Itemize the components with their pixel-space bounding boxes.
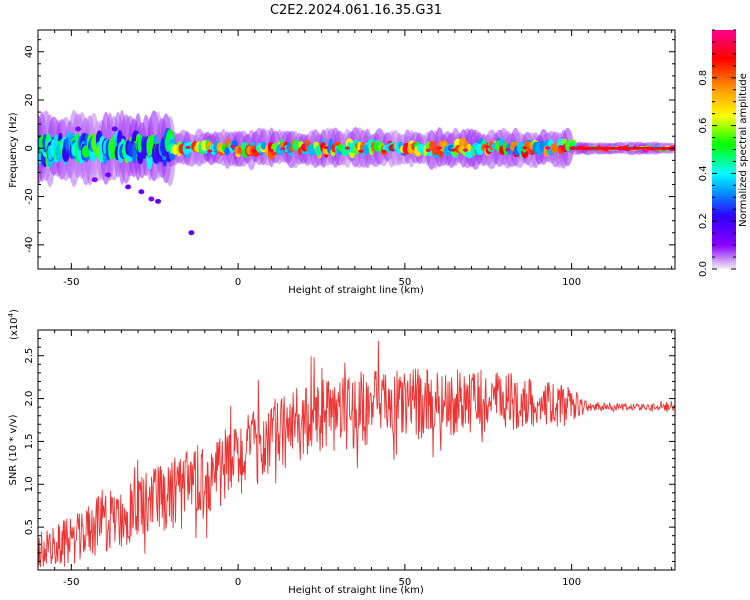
x-tick-label: -50 bbox=[63, 277, 79, 288]
heat-cell bbox=[344, 146, 350, 150]
heat-cell bbox=[402, 145, 408, 149]
heat-scatter-point bbox=[75, 126, 82, 132]
heat-cell bbox=[260, 141, 266, 150]
heat-cell bbox=[545, 146, 551, 150]
spectrogram-xlabel: Height of straight line (km) bbox=[288, 285, 424, 296]
x-tick-label: 100 bbox=[562, 277, 581, 288]
heat-cell bbox=[358, 149, 364, 153]
x-tick-label: 0 bbox=[235, 577, 241, 588]
snr-frame bbox=[37, 329, 676, 571]
snr-scale-exponent: 4 bbox=[7, 312, 15, 317]
snr-panel: -50 0 50 100 0.5 1.0 1.5 2.0 2.5 Height of strai… bbox=[7, 309, 676, 596]
snr-series-line bbox=[38, 340, 675, 568]
heat-cell bbox=[484, 145, 490, 149]
heat-cell bbox=[425, 148, 431, 152]
heat-scatter-point bbox=[138, 189, 145, 195]
x-tick-label: 100 bbox=[562, 577, 581, 588]
heat-cell bbox=[462, 148, 468, 152]
y-tick-label: 2.5 bbox=[24, 348, 35, 364]
spectrogram-ticks: -50 0 50 100 -40 -20 0 20 40 bbox=[24, 30, 675, 288]
colorbar: 0.0 0.2 0.4 0.6 0.8 Normalized spectral ampl… bbox=[698, 29, 749, 277]
y-tick-label: 0 bbox=[24, 145, 35, 151]
chart-title: C2E2.2024.061.16.35.G31 bbox=[270, 3, 442, 18]
heat-cell bbox=[323, 145, 329, 149]
heat-cell bbox=[268, 148, 274, 153]
heat-cell bbox=[224, 147, 230, 156]
colorbar-tick-label: 0.8 bbox=[698, 70, 709, 86]
heat-scatter-point bbox=[155, 198, 162, 204]
heat-cell bbox=[522, 146, 528, 150]
heat-scatter-point bbox=[125, 184, 132, 190]
heat-cell bbox=[230, 144, 236, 149]
heat-cell bbox=[437, 146, 443, 150]
y-tick-label: 2.0 bbox=[24, 391, 35, 407]
colorbar-tick-label: 0.4 bbox=[698, 165, 709, 181]
heat-cell bbox=[137, 134, 143, 153]
snr-xlabel: Height of straight line (km) bbox=[288, 585, 424, 596]
heat-cell bbox=[315, 145, 322, 156]
heat-cell bbox=[450, 148, 456, 152]
heat-scatter-point bbox=[148, 196, 155, 202]
snr-ylabel: SNR (10 * v/v) bbox=[8, 414, 19, 485]
y-tick-label: -20 bbox=[24, 188, 35, 204]
snr-scale-base: (x10 bbox=[9, 317, 20, 340]
heat-cell bbox=[571, 146, 675, 150]
colorbar-label: Normalized spectral amplitude bbox=[738, 73, 749, 227]
heat-scatter-point bbox=[111, 126, 118, 132]
heat-cell bbox=[300, 145, 306, 149]
heat-cell bbox=[505, 147, 511, 152]
snr-scale-close: ) bbox=[9, 309, 20, 313]
heat-cell bbox=[185, 145, 191, 149]
y-tick-label: 0.5 bbox=[24, 519, 35, 535]
heat-cell bbox=[381, 149, 387, 153]
y-tick-label: -40 bbox=[24, 237, 35, 253]
heat-cell bbox=[558, 145, 564, 149]
spectrogram-heatmap bbox=[38, 109, 675, 236]
y-tick-label: 40 bbox=[24, 45, 35, 58]
colorbar-ticks: 0.0 0.2 0.4 0.6 0.8 bbox=[698, 29, 736, 277]
x-tick-label: 50 bbox=[398, 277, 411, 288]
colorbar-gradient bbox=[712, 30, 736, 269]
spectrogram-frame bbox=[37, 29, 676, 270]
heat-scatter-point bbox=[188, 230, 195, 236]
colorbar-tick-label: 0.2 bbox=[698, 213, 709, 229]
spectrogram-panel: -50 0 50 100 -40 -20 0 20 40 Height of straight … bbox=[8, 29, 676, 296]
snr-scale-factor: (x104) bbox=[7, 309, 20, 340]
heat-scatter-point bbox=[91, 177, 98, 183]
y-tick-label: 20 bbox=[24, 94, 35, 107]
heat-scatter-point bbox=[105, 172, 112, 178]
snr-ticks: -50 0 50 100 0.5 1.0 1.5 2.0 2.5 bbox=[24, 329, 675, 588]
y-tick-label: 1.0 bbox=[24, 476, 35, 492]
y-tick-label: 1.5 bbox=[24, 433, 35, 449]
heat-cell bbox=[207, 149, 213, 153]
x-tick-label: -50 bbox=[63, 577, 79, 588]
x-tick-label: 50 bbox=[398, 577, 411, 588]
colorbar-tick-label: 0.6 bbox=[698, 118, 709, 134]
x-tick-label: 0 bbox=[235, 277, 241, 288]
heat-cell bbox=[251, 149, 257, 153]
heat-cell bbox=[280, 147, 286, 151]
colorbar-tick-label: 0.0 bbox=[698, 261, 709, 277]
heat-cell bbox=[488, 140, 494, 151]
spectrogram-ylabel: Frequency (Hz) bbox=[8, 112, 19, 188]
